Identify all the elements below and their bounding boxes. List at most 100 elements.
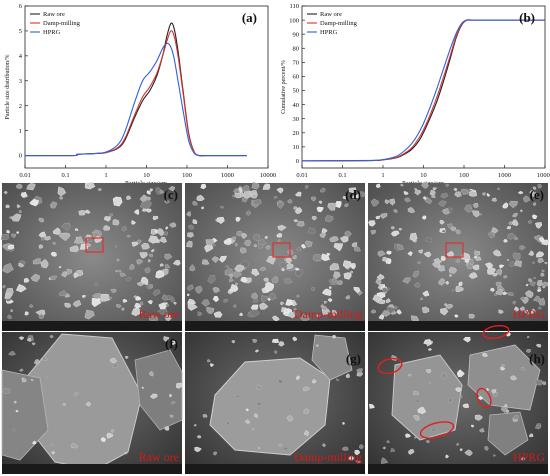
sem-particle <box>389 198 396 206</box>
sem-particle <box>18 262 25 268</box>
sem-particle <box>252 339 258 343</box>
sem-particle <box>296 294 300 298</box>
sem-particle <box>73 273 79 279</box>
sem-particle <box>124 355 129 360</box>
sem-particle <box>342 260 352 268</box>
sem-g-large-particle <box>209 357 331 456</box>
sem-particle <box>252 233 261 242</box>
chart-a-x-ticks: 0.01 0.1 1 10 100 1000 10000 <box>19 165 276 179</box>
sem-particle <box>460 188 469 196</box>
sem-particle <box>315 344 319 348</box>
sem-particle <box>234 242 238 247</box>
y-tick-label: 4 <box>19 53 23 60</box>
sem-particle <box>459 394 463 399</box>
sem-particle <box>450 226 457 232</box>
sem-particle <box>468 272 478 279</box>
sem-particle <box>94 282 99 287</box>
sem-particle <box>359 190 366 198</box>
sem-particle <box>422 290 430 297</box>
sem-particle <box>277 224 287 231</box>
sem-particle <box>259 302 269 310</box>
sem-particle <box>381 457 389 465</box>
sem-particle <box>529 433 534 438</box>
sem-particle <box>425 440 430 444</box>
sem-particle <box>498 309 504 314</box>
sem-particle <box>144 267 151 274</box>
sem-particle <box>61 222 71 231</box>
sem-particle <box>273 196 278 199</box>
sem-particle <box>541 239 550 246</box>
sem-particle <box>206 306 215 315</box>
sem-particle <box>519 245 526 251</box>
sem-particle <box>329 262 340 271</box>
x-tick-label: 1000 <box>498 172 511 179</box>
sem-particle <box>316 314 320 317</box>
sem-particle <box>472 264 480 271</box>
sem-particle <box>502 202 509 209</box>
chart-a-y-ticks: 0 1 2 3 4 5 6 <box>19 3 28 160</box>
sem-d-info-bar <box>185 321 365 331</box>
sem-panel-d: (d) Damp-milling <box>185 181 366 331</box>
sem-particle <box>149 370 154 377</box>
sem-particle <box>159 263 164 267</box>
sem-particle <box>445 281 450 285</box>
sem-particle <box>165 303 169 307</box>
sem-particle <box>168 186 176 192</box>
sem-particle <box>496 268 502 276</box>
sem-particle <box>169 414 174 418</box>
sem-particle <box>257 446 261 450</box>
sem-particle <box>422 196 427 200</box>
sem-particle <box>537 306 542 310</box>
sem-particle <box>84 309 95 320</box>
sem-particle <box>407 251 413 257</box>
sem-particle <box>173 301 177 305</box>
sem-particle <box>231 236 237 241</box>
sem-particle <box>455 259 461 263</box>
sem-particle <box>507 232 517 240</box>
sem-particle <box>474 414 483 421</box>
sem-particle <box>353 286 361 294</box>
sem-particle <box>211 256 219 263</box>
sem-particle <box>106 432 114 439</box>
sem-particle <box>540 272 545 277</box>
sem-particle <box>7 314 12 319</box>
sem-particle <box>233 304 237 308</box>
sem-particle <box>404 197 412 203</box>
sem-particle <box>525 283 529 287</box>
sem-particle <box>164 199 170 204</box>
sem-h-marker-3 <box>476 387 492 409</box>
sem-particle <box>345 373 350 379</box>
sem-f-label: (f) <box>165 336 178 351</box>
sem-particle <box>438 200 447 208</box>
sem-particle <box>472 202 479 208</box>
sem-particle <box>32 440 37 445</box>
sem-particle <box>301 244 307 249</box>
sem-particle <box>482 192 486 196</box>
sem-particle <box>530 308 536 314</box>
sem-particle <box>512 300 517 305</box>
chart-b-y-ticks: 0 10 20 30 40 50 60 70 80 90 100 110 <box>289 3 305 165</box>
sem-particle <box>321 253 330 262</box>
sem-particle <box>226 421 230 426</box>
sem-particle <box>216 216 225 224</box>
chart-b-x-ticks: 0.01 0.1 1 10 100 1000 10000 <box>296 165 550 179</box>
sem-particle <box>511 212 518 218</box>
sem-particle <box>525 311 530 315</box>
sem-particle <box>532 186 537 190</box>
sem-particle <box>500 367 506 371</box>
sem-d-caption: Damp-milling <box>294 307 362 321</box>
sem-particle <box>439 219 445 225</box>
sem-particle <box>61 271 68 278</box>
sem-particle <box>251 181 260 190</box>
sem-particle <box>508 260 515 268</box>
sem-particle <box>413 414 420 421</box>
sem-particle <box>244 419 250 424</box>
sem-particle <box>358 443 364 450</box>
sem-particle <box>467 263 473 270</box>
sem-particle <box>495 281 502 288</box>
sem-particle <box>131 241 139 247</box>
sem-particle <box>423 339 432 345</box>
sem-particle <box>537 287 542 290</box>
sem-panel-g: (g) Damp-milling <box>185 332 365 474</box>
sem-particle <box>186 211 191 217</box>
